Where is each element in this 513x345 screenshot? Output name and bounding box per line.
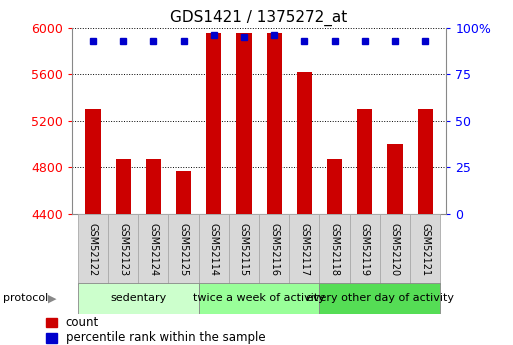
Bar [259, 214, 289, 285]
Text: GSM52120: GSM52120 [390, 223, 400, 276]
Text: protocol: protocol [3, 294, 48, 303]
Bar [418, 109, 433, 214]
Bar [410, 214, 440, 285]
Bar [108, 214, 139, 285]
Text: every other day of activity: every other day of activity [306, 294, 454, 303]
Bar [78, 214, 108, 285]
Text: percentile rank within the sample: percentile rank within the sample [66, 331, 266, 344]
Text: GSM52114: GSM52114 [209, 223, 219, 276]
Title: GDS1421 / 1375272_at: GDS1421 / 1375272_at [170, 10, 348, 26]
Bar [85, 109, 101, 214]
Bar [176, 171, 191, 214]
Bar [78, 283, 199, 314]
Bar [289, 214, 320, 285]
Text: GSM52124: GSM52124 [148, 223, 159, 276]
Text: GSM52118: GSM52118 [329, 223, 340, 276]
Text: GSM52122: GSM52122 [88, 223, 98, 276]
Bar [115, 159, 131, 214]
Bar [199, 283, 320, 314]
Bar [320, 214, 350, 285]
Bar [46, 333, 57, 343]
Text: ▶: ▶ [48, 294, 57, 304]
Bar [327, 159, 342, 214]
Bar [199, 214, 229, 285]
Bar [297, 72, 312, 214]
Bar [206, 33, 221, 214]
Text: sedentary: sedentary [110, 294, 166, 303]
Text: twice a week of activity: twice a week of activity [193, 294, 325, 303]
Bar [267, 33, 282, 214]
Bar [380, 214, 410, 285]
Bar [168, 214, 199, 285]
Bar [146, 159, 161, 214]
Text: GSM52123: GSM52123 [118, 223, 128, 276]
Text: GSM52115: GSM52115 [239, 223, 249, 276]
Bar [320, 283, 440, 314]
Text: GSM52117: GSM52117 [300, 223, 309, 276]
Bar [357, 109, 372, 214]
Text: GSM52121: GSM52121 [420, 223, 430, 276]
Text: GSM52116: GSM52116 [269, 223, 279, 276]
Text: count: count [66, 316, 99, 329]
Bar [350, 214, 380, 285]
Bar [387, 144, 403, 214]
Bar [46, 318, 57, 327]
Text: GSM52125: GSM52125 [179, 223, 189, 276]
Text: GSM52119: GSM52119 [360, 223, 370, 276]
Bar [229, 214, 259, 285]
Bar [139, 214, 168, 285]
Bar [236, 33, 251, 214]
